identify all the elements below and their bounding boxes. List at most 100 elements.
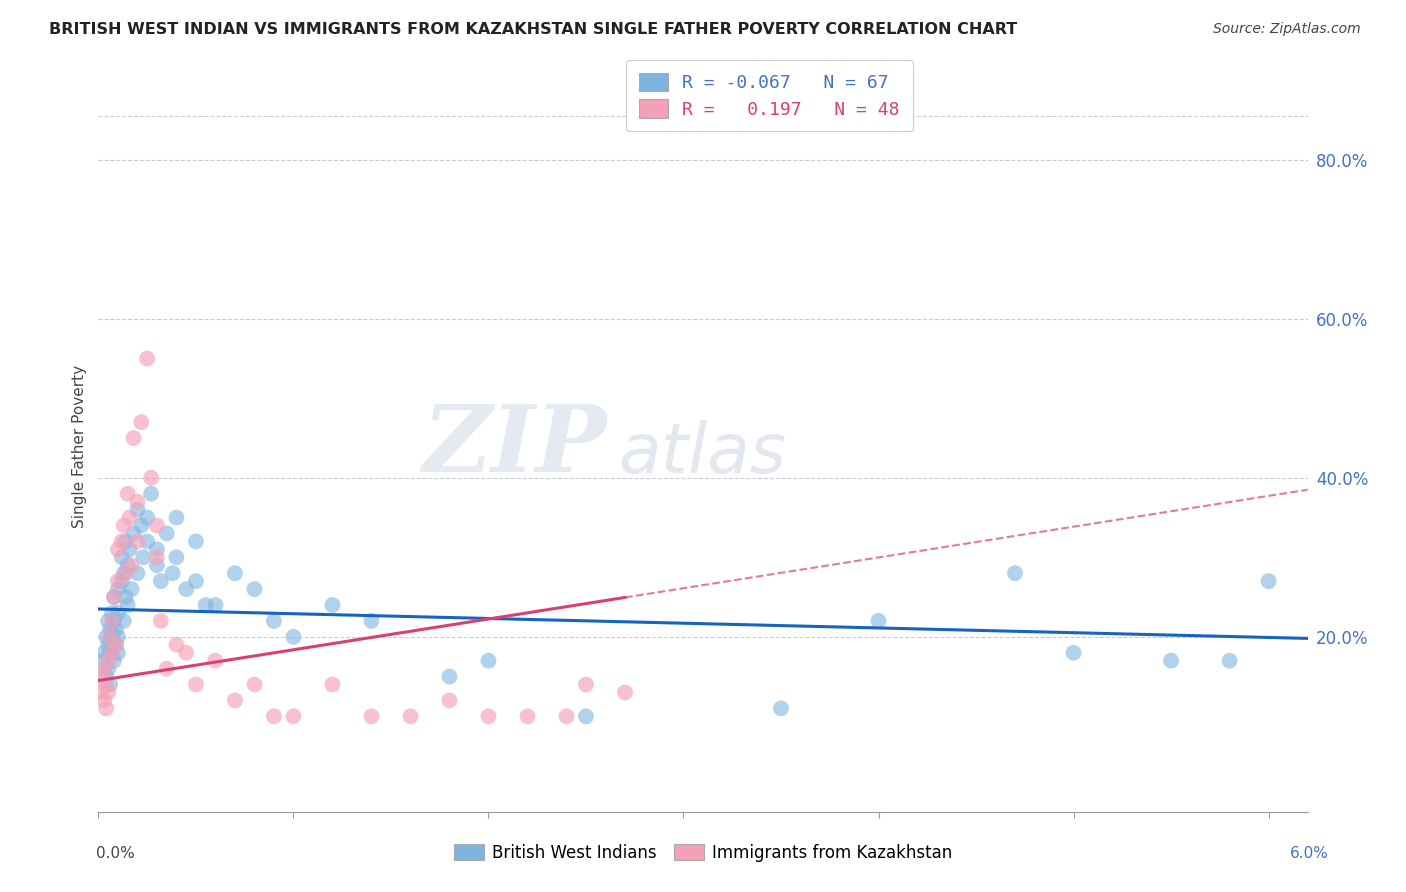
- Point: [263, 709, 285, 723]
- Point: [1257, 574, 1279, 589]
- Point: [146, 518, 169, 533]
- Y-axis label: Single Father Poverty: Single Father Poverty: [72, 365, 87, 527]
- Point: [103, 590, 125, 604]
- Point: [575, 709, 598, 723]
- Point: [112, 566, 135, 581]
- Point: [91, 669, 114, 683]
- Point: [121, 558, 143, 573]
- Point: [107, 630, 129, 644]
- Point: [103, 614, 125, 628]
- Text: Source: ZipAtlas.com: Source: ZipAtlas.com: [1213, 22, 1361, 37]
- Point: [131, 518, 153, 533]
- Point: [107, 606, 129, 620]
- Point: [114, 590, 136, 604]
- Point: [132, 550, 155, 565]
- Point: [97, 614, 120, 628]
- Point: [101, 606, 124, 620]
- Point: [114, 566, 136, 581]
- Point: [194, 598, 217, 612]
- Point: [184, 574, 207, 589]
- Point: [1160, 654, 1182, 668]
- Point: [98, 646, 121, 660]
- Point: [146, 550, 169, 565]
- Point: [156, 526, 179, 541]
- Point: [127, 494, 149, 508]
- Point: [104, 638, 127, 652]
- Point: [575, 677, 598, 691]
- Point: [103, 654, 125, 668]
- Point: [118, 542, 141, 557]
- Point: [174, 646, 197, 660]
- Point: [146, 558, 169, 573]
- Point: [101, 646, 124, 660]
- Point: [477, 709, 499, 723]
- Point: [224, 566, 246, 581]
- Point: [477, 654, 499, 668]
- Point: [96, 701, 118, 715]
- Point: [136, 534, 159, 549]
- Point: [104, 622, 127, 636]
- Point: [127, 566, 149, 581]
- Point: [263, 614, 285, 628]
- Point: [184, 534, 207, 549]
- Point: [98, 630, 121, 644]
- Point: [146, 542, 169, 557]
- Point: [96, 677, 118, 691]
- Point: [156, 662, 179, 676]
- Point: [127, 534, 149, 549]
- Point: [97, 654, 120, 668]
- Point: [107, 542, 129, 557]
- Point: [131, 415, 153, 429]
- Point: [555, 709, 578, 723]
- Point: [174, 582, 197, 596]
- Point: [97, 685, 120, 699]
- Point: [149, 574, 172, 589]
- Point: [117, 486, 139, 500]
- Point: [162, 566, 184, 581]
- Point: [121, 582, 143, 596]
- Point: [114, 534, 136, 549]
- Point: [283, 630, 305, 644]
- Point: [107, 582, 129, 596]
- Point: [122, 526, 145, 541]
- Point: [97, 662, 120, 676]
- Text: BRITISH WEST INDIAN VS IMMIGRANTS FROM KAZAKHSTAN SINGLE FATHER POVERTY CORRELAT: BRITISH WEST INDIAN VS IMMIGRANTS FROM K…: [49, 22, 1018, 37]
- Point: [117, 598, 139, 612]
- Point: [98, 677, 121, 691]
- Point: [516, 709, 538, 723]
- Point: [96, 669, 118, 683]
- Legend: British West Indians, Immigrants from Kazakhstan: British West Indians, Immigrants from Ka…: [446, 836, 960, 871]
- Point: [321, 598, 343, 612]
- Text: atlas: atlas: [619, 420, 786, 487]
- Point: [93, 662, 115, 676]
- Point: [111, 574, 134, 589]
- Point: [139, 486, 162, 500]
- Point: [614, 685, 637, 699]
- Point: [117, 558, 139, 573]
- Point: [107, 646, 129, 660]
- Point: [224, 693, 246, 707]
- Point: [204, 654, 226, 668]
- Text: 0.0%: 0.0%: [96, 846, 135, 861]
- Point: [111, 550, 134, 565]
- Point: [97, 638, 120, 652]
- Point: [136, 510, 159, 524]
- Point: [1063, 646, 1085, 660]
- Legend: R = -0.067   N = 67, R =   0.197   N = 48: R = -0.067 N = 67, R = 0.197 N = 48: [627, 60, 912, 131]
- Point: [96, 630, 118, 644]
- Point: [165, 550, 187, 565]
- Point: [243, 677, 266, 691]
- Point: [165, 510, 187, 524]
- Point: [399, 709, 422, 723]
- Point: [127, 502, 149, 516]
- Point: [118, 510, 141, 524]
- Point: [122, 431, 145, 445]
- Point: [1004, 566, 1026, 581]
- Point: [112, 614, 135, 628]
- Point: [204, 598, 226, 612]
- Point: [101, 614, 124, 628]
- Point: [136, 351, 159, 366]
- Point: [769, 701, 792, 715]
- Point: [184, 677, 207, 691]
- Point: [321, 677, 343, 691]
